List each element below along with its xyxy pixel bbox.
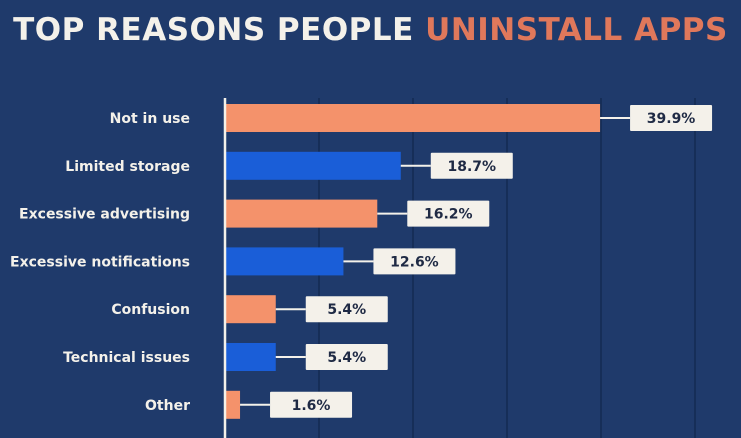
value-box-4 xyxy=(305,296,388,323)
bar-5 xyxy=(225,343,276,371)
value-box-5 xyxy=(305,344,388,370)
value-box-3 xyxy=(373,248,456,275)
category-label-0: Not in use xyxy=(110,111,190,127)
category-label-2: Excessive advertising xyxy=(19,207,190,223)
category-label-6: Other xyxy=(145,398,190,414)
value-label-2: 16.2% xyxy=(424,207,473,223)
value-label-5: 5.4% xyxy=(327,350,366,366)
category-label-4: Confusion xyxy=(111,302,190,318)
value-box-0 xyxy=(630,105,713,131)
connectors xyxy=(240,117,631,406)
value-box-2 xyxy=(407,200,490,227)
value-box-1 xyxy=(430,152,513,179)
value-label-4: 5.4% xyxy=(327,302,366,318)
category-label-1: Limited storage xyxy=(65,159,190,175)
value-label-3: 12.6% xyxy=(390,254,439,270)
value-label-1: 18.7% xyxy=(447,159,496,175)
title-accent: UNINSTALL APPS xyxy=(425,12,728,48)
bar-1 xyxy=(225,151,401,180)
value-label-0: 39.9% xyxy=(647,111,696,127)
category-labels: Not in use Limited storage Excessive adver… xyxy=(10,111,190,414)
value-label-6: 1.6% xyxy=(292,398,331,414)
bars xyxy=(225,104,601,419)
title-main: TOP REASONS PEOPLE xyxy=(13,12,426,48)
value-box-6 xyxy=(270,391,353,418)
chart-title: TOP REASONS PEOPLE UNINSTALL APPS xyxy=(0,10,741,50)
bar-4 xyxy=(225,295,276,324)
bar-3 xyxy=(225,247,344,276)
bar-2 xyxy=(225,199,378,228)
category-label-3: Excessive notifications xyxy=(10,254,190,270)
value-labels: 39.9% 18.7% 16.2% 12.6% 5.4% 5.4% 1.6% xyxy=(270,105,713,418)
category-label-5: Technical issues xyxy=(63,350,190,366)
bar-0 xyxy=(225,104,601,132)
bar-6 xyxy=(225,390,241,419)
